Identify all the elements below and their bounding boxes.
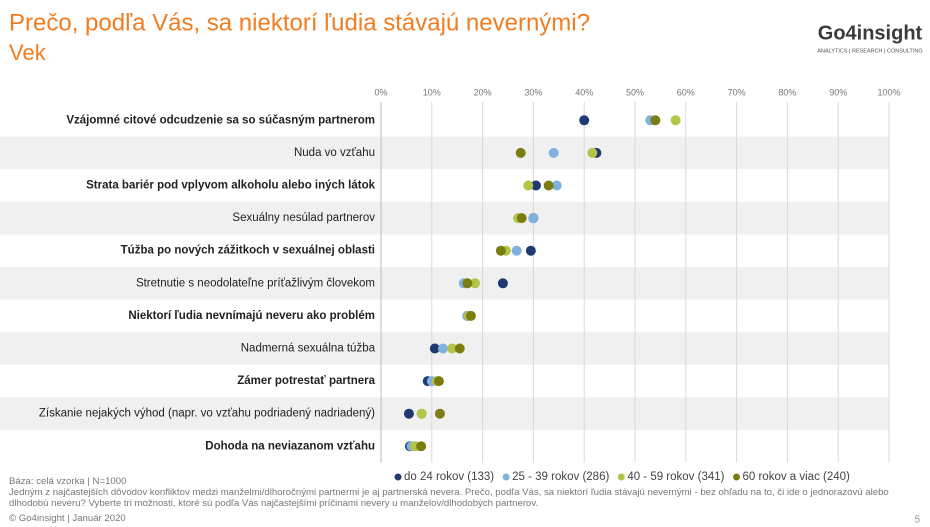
category-label: Túžba po nových zážitkoch v sexuálnej ob… — [121, 245, 375, 257]
category-label: Nuda vo vzťahu — [294, 147, 375, 159]
dot — [516, 213, 527, 224]
logo-tagline: ANALYTICS | RESEARCH | CONSULTING — [817, 48, 922, 54]
x-tick-label: 80% — [778, 87, 796, 97]
row-band — [0, 201, 889, 235]
dot — [497, 278, 508, 289]
dot — [416, 441, 427, 452]
legend-marker — [617, 473, 625, 481]
category-label: Sexuálny nesúlad partnerov — [232, 212, 375, 224]
dot — [403, 408, 414, 419]
dot — [447, 343, 458, 354]
dot — [416, 408, 427, 419]
legend-marker — [394, 473, 402, 481]
dot — [462, 278, 473, 289]
x-tick-label: 90% — [829, 87, 847, 97]
dot — [548, 147, 559, 158]
x-tick-label: 40% — [575, 87, 593, 97]
category-label: Stretnutie s neodolateľne príťažlivým čl… — [136, 277, 375, 289]
dot — [429, 343, 440, 354]
dot — [650, 115, 661, 126]
dot — [530, 180, 541, 191]
row-band — [0, 136, 889, 170]
dot — [551, 180, 562, 191]
dot — [433, 376, 444, 387]
category-label: Získanie nejakých výhod (napr. vo vzťahu… — [39, 408, 375, 420]
x-tick-label: 10% — [423, 87, 441, 97]
row-band — [0, 267, 889, 300]
x-tick-label: 30% — [524, 87, 542, 97]
category-label: Vzájomné citové odcudzenie sa so súčasný… — [66, 114, 375, 126]
base-note: Báza: celá vzorka | N=1000 — [9, 476, 127, 487]
x-tick-label: 50% — [626, 87, 644, 97]
x-tick-label: 60% — [677, 87, 695, 97]
x-tick-label: 0% — [374, 87, 387, 97]
dot — [469, 278, 480, 289]
legend-label: 60 rokov a viac (240) — [742, 471, 850, 483]
dot — [543, 180, 554, 191]
x-tick-label: 70% — [728, 87, 746, 97]
category-label: Strata bariér pod vplyvom alkoholu alebo… — [86, 180, 375, 192]
dot — [515, 147, 526, 158]
title: Prečo, podľa Vás, sa niektorí ľudia stáv… — [9, 9, 590, 36]
category-label: Nadmerná sexuálna túžba — [241, 343, 376, 355]
dot — [670, 115, 681, 126]
x-tick-label: 20% — [474, 87, 492, 97]
subtitle: Vek — [9, 40, 47, 65]
logo: Go4insight — [818, 22, 923, 44]
dot — [495, 245, 506, 256]
legend-label: do 24 rokov (133) — [404, 471, 494, 483]
dot — [525, 245, 536, 256]
legend-marker — [732, 473, 740, 481]
dot — [434, 408, 445, 419]
dot — [587, 147, 598, 158]
category-label: Dohoda na neviazanom vzťahu — [205, 440, 375, 452]
legend-label: 40 - 59 rokov (341) — [627, 471, 724, 483]
dot — [528, 213, 539, 224]
dot — [579, 115, 590, 126]
legend-label: 25 - 39 rokov (286) — [512, 471, 609, 483]
x-tick-label: 100% — [877, 87, 900, 97]
copyright: © Go4insight | Január 2020 — [9, 513, 126, 524]
dot — [511, 245, 522, 256]
dot — [437, 343, 448, 354]
category-label: Zámer potrestať partnera — [237, 375, 375, 387]
question-note: Jedným z najčastejších dôvodov konflikto… — [9, 487, 889, 509]
dot — [523, 180, 534, 191]
legend-marker — [502, 473, 510, 481]
category-label: Niektorí ľudia nevnímajú neveru ako prob… — [128, 310, 375, 322]
dot — [454, 343, 465, 354]
page-number: 5 — [914, 515, 920, 526]
dot — [465, 310, 476, 321]
